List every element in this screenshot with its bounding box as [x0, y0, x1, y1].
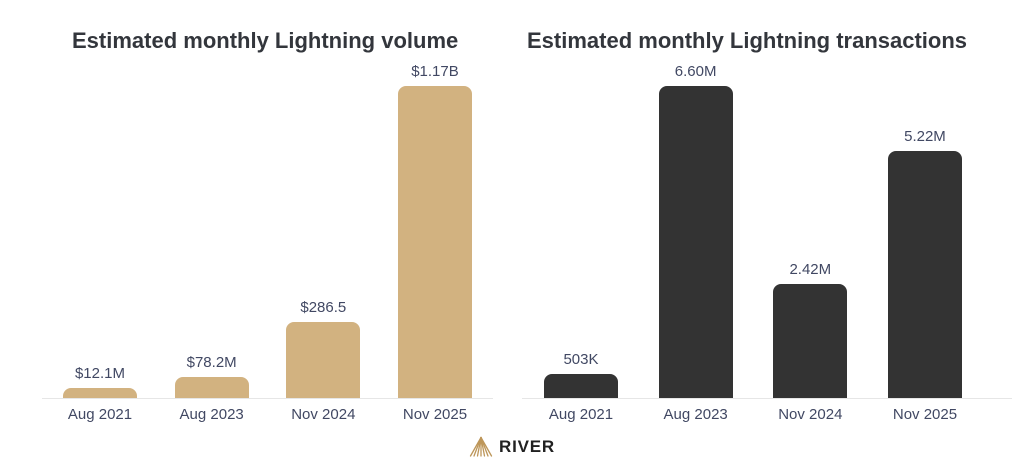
x-axis-label: Aug 2021 — [67, 406, 133, 423]
x-axis-label: Nov 2025 — [892, 406, 958, 423]
bar — [286, 322, 361, 398]
transactions-chart: Estimated monthly Lightning transactions… — [522, 28, 1012, 423]
river-mountain-icon — [469, 436, 493, 457]
bar — [658, 86, 733, 398]
x-axis-label: Nov 2025 — [402, 406, 468, 423]
bar — [544, 374, 618, 398]
charts-row: Estimated monthly Lightning volume $12.1… — [42, 28, 1012, 423]
x-axis-label: Nov 2024 — [291, 406, 356, 423]
plot-area: $12.1M $78.2M $286.5 $1.17B — [42, 54, 493, 399]
volume-chart: Estimated monthly Lightning volume $12.1… — [42, 28, 493, 423]
bar — [397, 86, 472, 398]
bar-group: 6.60M — [658, 63, 733, 398]
bar-group: $286.5 — [286, 299, 361, 398]
bar-value-label: $286.5 — [300, 299, 347, 316]
bar-group: $12.1M — [63, 365, 137, 398]
plot-area: 503K 6.60M 2.42M 5.22M — [522, 54, 1012, 399]
bar-group: $78.2M — [174, 354, 249, 398]
bar-value-label: $78.2M — [186, 354, 237, 371]
bar — [174, 377, 249, 398]
x-axis: Aug 2021 Aug 2023 Nov 2024 Nov 2025 — [522, 406, 1012, 423]
chart-title: Estimated monthly Lightning volume — [72, 28, 459, 53]
bar-value-label: 2.42M — [789, 261, 832, 278]
bar — [887, 151, 962, 398]
bar-group: 503K — [544, 351, 618, 398]
bar-value-label: 6.60M — [674, 63, 717, 80]
river-logo: RIVER — [0, 435, 1024, 458]
bar — [773, 284, 848, 398]
x-axis-label: Aug 2021 — [548, 406, 614, 423]
bar-value-label: $1.17B — [411, 63, 459, 80]
x-axis-label: Nov 2024 — [778, 406, 843, 423]
x-axis-label: Aug 2023 — [663, 406, 728, 423]
bar-group: $1.17B — [397, 63, 472, 398]
river-brand-text: RIVER — [499, 436, 555, 456]
bar-value-label: 5.22M — [904, 128, 946, 145]
x-axis-label: Aug 2023 — [179, 406, 244, 423]
bar-group: 2.42M — [773, 261, 848, 398]
bar — [63, 388, 137, 398]
bar-value-label: 503K — [563, 351, 599, 368]
bar-value-label: $12.1M — [74, 365, 126, 382]
x-axis: Aug 2021 Aug 2023 Nov 2024 Nov 2025 — [42, 406, 493, 423]
chart-title: Estimated monthly Lightning transactions — [527, 28, 968, 53]
bar-group: 5.22M — [887, 128, 962, 398]
